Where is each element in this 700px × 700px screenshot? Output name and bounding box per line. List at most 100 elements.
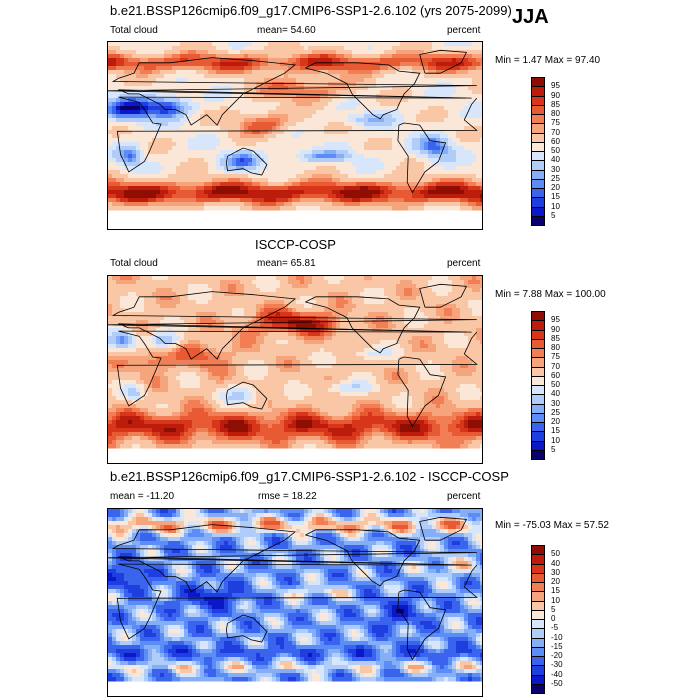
field-cell bbox=[412, 296, 417, 301]
field-cell bbox=[476, 58, 481, 63]
field-cell bbox=[416, 114, 421, 119]
field-cell bbox=[176, 154, 181, 159]
field-cell bbox=[204, 114, 209, 119]
field-cell bbox=[396, 276, 401, 281]
field-cell bbox=[260, 126, 265, 131]
field-cell bbox=[440, 280, 445, 285]
field-cell bbox=[344, 86, 349, 91]
field-cell bbox=[328, 194, 333, 199]
field-cell bbox=[252, 312, 257, 317]
field-cell bbox=[216, 110, 221, 115]
field-cell bbox=[108, 42, 113, 47]
field-cell bbox=[384, 170, 389, 175]
field-cell bbox=[276, 276, 281, 281]
field-cell bbox=[408, 312, 413, 317]
field-cell bbox=[428, 146, 433, 151]
field-cell bbox=[112, 114, 117, 119]
field-cell bbox=[372, 182, 377, 187]
field-cell bbox=[212, 46, 217, 51]
field-cell bbox=[336, 98, 341, 103]
field-cell bbox=[352, 186, 357, 191]
field-cell bbox=[344, 194, 349, 199]
field-cell bbox=[296, 284, 301, 289]
field-cell bbox=[384, 182, 389, 187]
field-cell bbox=[136, 126, 141, 131]
field-cell bbox=[432, 138, 437, 143]
field-cell bbox=[192, 78, 197, 83]
field-cell bbox=[392, 82, 397, 87]
field-cell bbox=[368, 114, 373, 119]
field-cell bbox=[212, 94, 217, 99]
field-cell bbox=[132, 62, 137, 67]
field-cell bbox=[460, 78, 465, 83]
field-cell bbox=[432, 202, 437, 207]
field-cell bbox=[336, 162, 341, 167]
field-cell bbox=[328, 296, 333, 301]
field-cell bbox=[328, 276, 333, 281]
field-cell bbox=[240, 50, 245, 55]
field-cell bbox=[436, 54, 441, 59]
field-cell bbox=[276, 154, 281, 159]
field-cell bbox=[196, 94, 201, 99]
field-cell bbox=[260, 170, 265, 175]
field-cell bbox=[272, 174, 277, 179]
field-cell bbox=[336, 130, 341, 135]
field-cell bbox=[180, 300, 185, 305]
field-cell bbox=[420, 110, 425, 115]
field-cell bbox=[128, 50, 133, 55]
field-cell bbox=[304, 102, 309, 107]
field-cell bbox=[188, 98, 193, 103]
field-cell bbox=[308, 150, 313, 155]
field-cell bbox=[404, 54, 409, 59]
field-cell bbox=[356, 138, 361, 143]
field-cell bbox=[172, 62, 177, 67]
field-cell bbox=[252, 62, 257, 67]
field-cell bbox=[120, 308, 125, 313]
field-cell bbox=[428, 186, 433, 191]
field-cell bbox=[448, 74, 453, 79]
field-cell bbox=[340, 178, 345, 183]
field-cell bbox=[120, 142, 125, 147]
field-cell bbox=[280, 118, 285, 123]
field-cell bbox=[464, 142, 469, 147]
field-cell bbox=[440, 198, 445, 203]
field-cell bbox=[344, 284, 349, 289]
field-cell bbox=[248, 162, 253, 167]
field-cell bbox=[268, 90, 273, 95]
field-cell bbox=[164, 190, 169, 195]
field-cell bbox=[312, 118, 317, 123]
field-cell bbox=[208, 276, 213, 281]
field-cell bbox=[272, 106, 277, 111]
field-cell bbox=[308, 102, 313, 107]
field-cell bbox=[348, 174, 353, 179]
field-cell bbox=[216, 94, 221, 99]
field-cell bbox=[424, 194, 429, 199]
field-cell bbox=[476, 118, 481, 123]
field-cell bbox=[292, 90, 297, 95]
field-cell bbox=[148, 304, 153, 309]
field-cell bbox=[172, 70, 177, 75]
field-cell bbox=[256, 66, 261, 71]
field-cell bbox=[224, 78, 229, 83]
field-cell bbox=[448, 82, 453, 87]
field-cell bbox=[128, 206, 133, 211]
field-cell bbox=[440, 166, 445, 171]
field-cell bbox=[232, 316, 237, 321]
field-cell bbox=[128, 316, 133, 321]
field-cell bbox=[380, 276, 385, 281]
field-cell bbox=[452, 106, 457, 111]
field-cell bbox=[256, 182, 261, 187]
field-cell bbox=[460, 114, 465, 119]
field-cell bbox=[116, 70, 121, 75]
field-cell bbox=[324, 166, 329, 171]
field-cell bbox=[324, 284, 329, 289]
field-cell bbox=[476, 42, 481, 47]
field-cell bbox=[300, 138, 305, 143]
field-cell bbox=[252, 182, 257, 187]
field-cell bbox=[440, 142, 445, 147]
field-cell bbox=[184, 134, 189, 139]
field-cell bbox=[172, 146, 177, 151]
field-cell bbox=[248, 174, 253, 179]
field-cell bbox=[188, 130, 193, 135]
field-cell bbox=[396, 194, 401, 199]
